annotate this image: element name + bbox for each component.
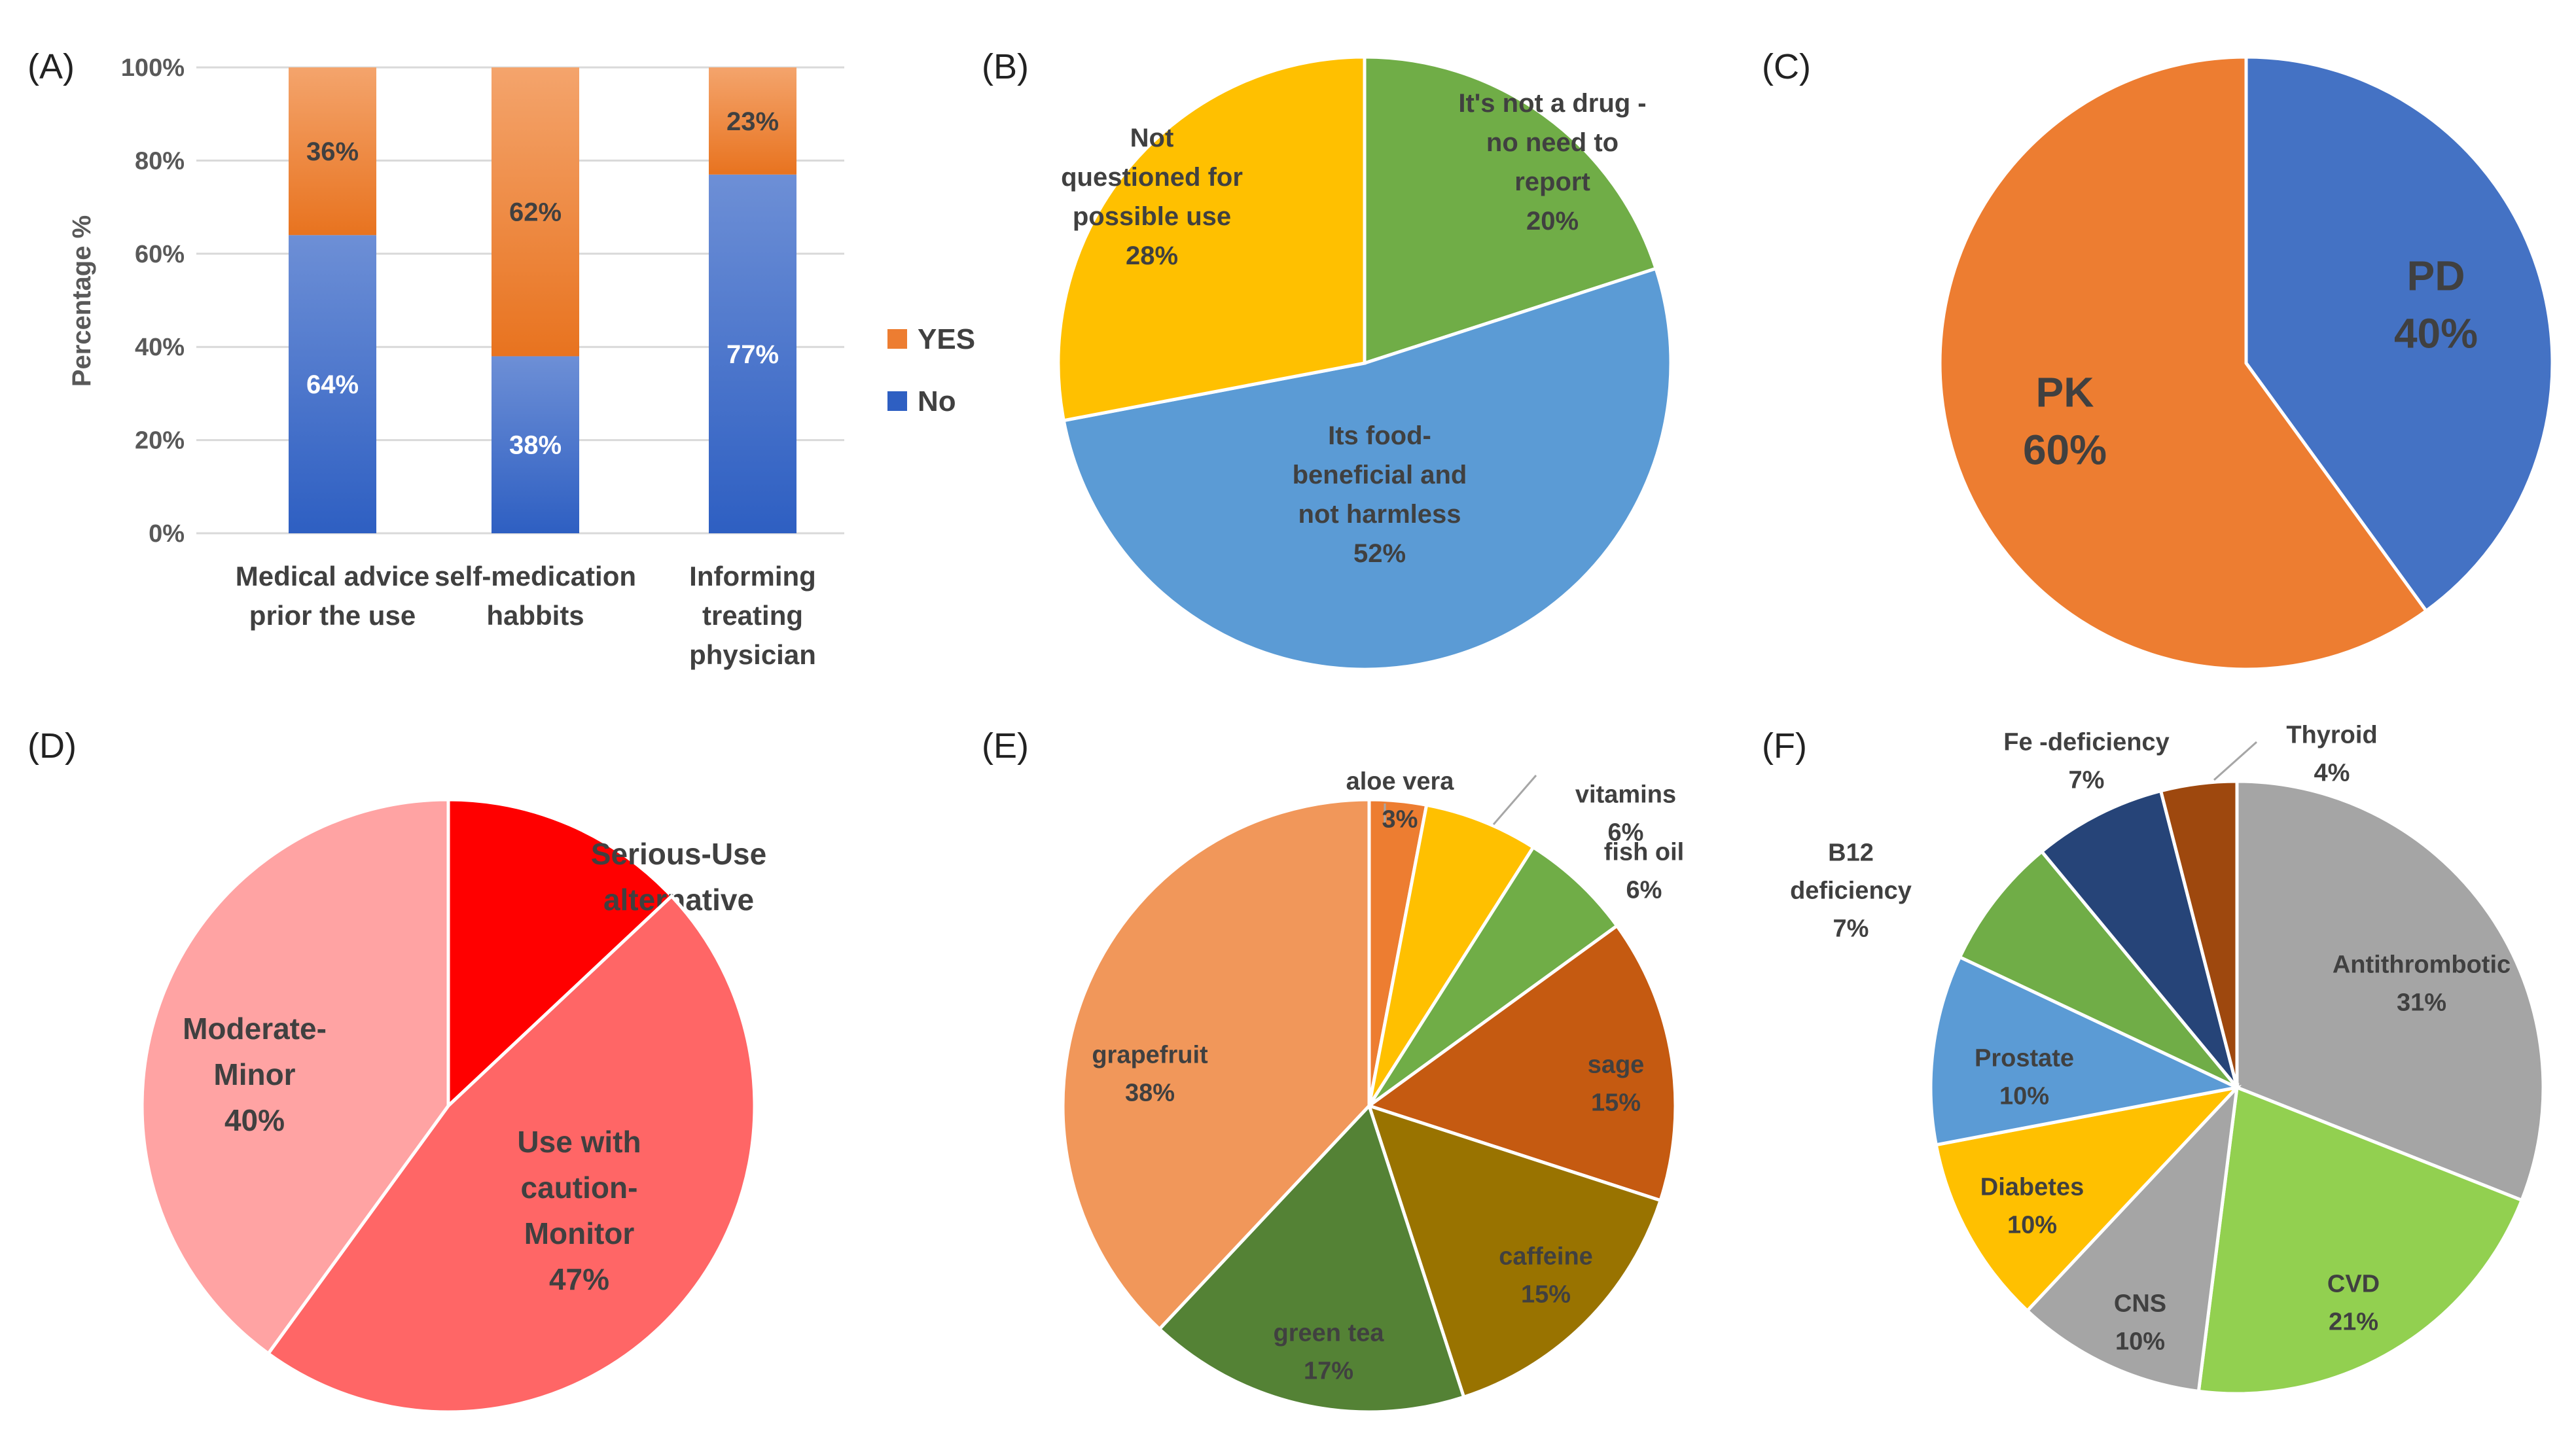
panel-label-a: (A) — [27, 47, 75, 86]
pie-slice-label: CNS 10% — [2114, 1290, 2166, 1355]
pie-slice — [1363, 55, 1658, 366]
legend-label-yes: YES — [918, 323, 975, 355]
pie-slice-label: grapefruit 38% — [1092, 1041, 1208, 1106]
panel-label-b: (B) — [982, 47, 1029, 86]
chart-e-pie: aloe vera 3% vitamins 6%fish oil 6% sage 15% ca… — [1061, 768, 1684, 1414]
leader-line — [1492, 775, 1537, 825]
pie-slice — [2158, 779, 2239, 1088]
pie-slice-label: It's not a drug -no need to report 20% — [1458, 89, 1646, 236]
pie-slice-label: Not questioned for possible use 28% — [1061, 124, 1243, 270]
pie-slice — [446, 798, 674, 1110]
pie-slice-label: Prostate 10% — [1975, 1044, 2074, 1110]
bar-label-yes: 23% — [726, 107, 779, 136]
y-tick-label: 40% — [135, 334, 185, 361]
chart-b-pie: It's not a drug -no need to report 20% Its … — [1056, 55, 1673, 671]
leader-line — [2213, 741, 2257, 781]
pie-slice — [1365, 923, 1677, 1203]
pie-slice — [1367, 803, 1536, 1107]
panel-label-c: (C) — [1762, 47, 1811, 86]
pie-slice-label: PK 60% — [2023, 368, 2107, 473]
bar-label-yes: 36% — [306, 137, 359, 166]
pie-slice — [1929, 955, 2243, 1147]
pie-slice — [2039, 788, 2239, 1089]
bar-segment-yes — [289, 67, 376, 236]
pie-slice — [1157, 1103, 1466, 1414]
pie-slice — [2235, 779, 2545, 1203]
bar-label-yes: 62% — [509, 198, 562, 227]
chart-a-y-ticks: 0% 20% 40% 60% 80% 100% — [121, 54, 185, 548]
bar-label-no: 38% — [509, 431, 562, 460]
chart-d-pie: Serious-Usealternative13%Use withcaution… — [140, 798, 766, 1414]
pie-slice-label: PD 40% — [2394, 252, 2478, 357]
pie-slice — [140, 798, 450, 1356]
bar-segment-yes — [492, 67, 579, 357]
pie-slice-label: vitamins 6% — [1575, 781, 1676, 846]
chart-a-legend: YES No — [887, 323, 975, 417]
pie-slice — [266, 894, 757, 1414]
pie-slice-label: Fe -deficiency 7% — [2003, 728, 2169, 794]
bar-segment-yes — [709, 67, 796, 175]
pie-slice-label: caffeine 15% — [1499, 1243, 1593, 1308]
chart-a-bars: 64% 36% 38% 62% 77% 23% — [289, 67, 796, 533]
bar-segment-no — [492, 356, 579, 533]
bar-segment-no — [709, 174, 796, 533]
legend-label-no: No — [918, 385, 956, 417]
pie-slice-label: Antithrombotic 31% — [2333, 951, 2511, 1016]
pie-slice-label: green tea 17% — [1274, 1319, 1385, 1385]
chart-a-stacked-bar: 0% 20% 40% 60% 80% 100% 64% 36% 38% 62% 77% 23% Me… — [67, 54, 975, 670]
y-tick-label: 0% — [149, 520, 185, 548]
pie-slice-label: Diabetes 10% — [1980, 1173, 2084, 1239]
pie-slice-label: Its food-beneficial and not harmless 52% — [1293, 421, 1467, 568]
bar-segment-no — [289, 235, 376, 533]
pie-slice — [2196, 1085, 2524, 1396]
pie-slice — [1367, 845, 1620, 1108]
pie-slice — [2025, 1082, 2240, 1394]
pie-slice-label: B12 deficiency 7% — [1790, 839, 1912, 942]
panel-label-f: (F) — [1762, 726, 1807, 766]
category-label: Medical advice prior the use — [236, 561, 429, 631]
pie-slice — [1367, 1103, 1663, 1400]
chart-f-pie: Antithrombotic 31% CVD 21% CNS 10% Diabetes 10%… — [1790, 721, 2545, 1396]
panel-label-d: (D) — [27, 726, 77, 766]
pie-slice-label: aloe vera 3% — [1346, 768, 1455, 833]
y-tick-label: 60% — [135, 241, 185, 268]
chart-a-y-axis-title: Percentage % — [67, 215, 96, 387]
pie-slice-label: sage 15% — [1588, 1051, 1645, 1116]
pie-slice-label: CVD 21% — [2327, 1270, 2380, 1335]
category-label: self-medication habbits — [435, 561, 636, 631]
legend-swatch-no — [887, 391, 907, 411]
pie-slice — [1056, 55, 1367, 423]
pie-slice — [2244, 55, 2554, 614]
chart-a-category-labels: Medical advice prior the useself-medicati… — [236, 561, 816, 670]
category-label: Informing treating physician — [689, 561, 816, 670]
pie-slice — [1938, 55, 2429, 671]
pie-slice — [1934, 1085, 2242, 1313]
pie-slice-label: fish oil 6% — [1604, 838, 1684, 904]
panel-label-e: (E) — [982, 726, 1029, 766]
pie-slice — [1062, 266, 1673, 671]
bar-label-no: 77% — [726, 340, 779, 369]
legend-swatch-yes — [887, 329, 907, 349]
pie-slice — [1958, 849, 2238, 1089]
chart-c-pie: PD 40% PK 60% — [1938, 55, 2554, 671]
y-tick-label: 80% — [135, 147, 185, 175]
pie-slice-label: Thyroid 4% — [2286, 721, 2377, 786]
y-tick-label: 20% — [135, 427, 185, 455]
y-tick-label: 100% — [121, 54, 185, 82]
pie-slice-label: Moderate-Minor 40% — [183, 1012, 327, 1137]
pie-slice — [1061, 798, 1371, 1332]
pie-slice-label: Use with caution-Monitor 47% — [517, 1125, 641, 1296]
bar-label-no: 64% — [306, 370, 359, 399]
